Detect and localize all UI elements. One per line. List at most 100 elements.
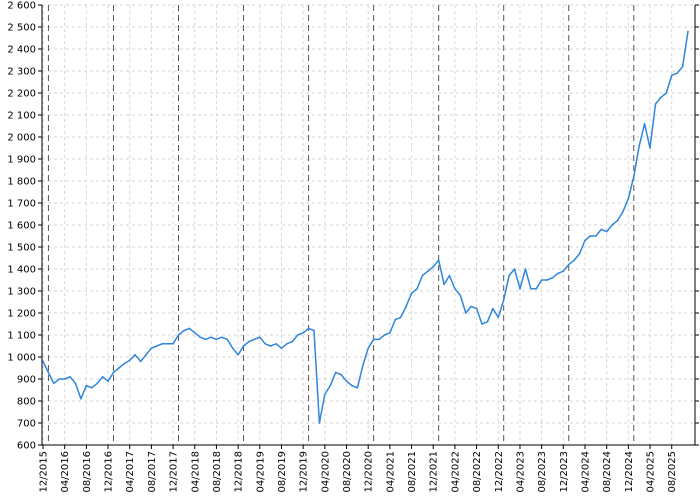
x-tick-label: 12/2018 [234,451,245,493]
data-point [334,371,337,374]
year-markers [47,5,635,445]
x-tick-label: 04/2016 [60,451,71,493]
data-point [63,378,66,380]
data-point [302,332,304,334]
y-tick-label: 2 100 [7,111,36,122]
data-point [486,321,489,323]
data-point [145,354,147,356]
data-point [226,338,229,341]
data-point [210,336,212,339]
x-tick-label: 04/2023 [515,451,526,493]
x-tick-label: 08/2020 [342,451,353,493]
data-point [53,382,55,385]
data-point [497,316,500,319]
data-point [85,384,88,387]
y-tick-label: 600 [17,441,36,452]
data-point [443,283,445,286]
data-point [313,329,315,332]
y-tick-label: 2 300 [7,67,36,78]
x-tick-label: 12/2017 [169,451,180,493]
data-point [183,329,185,332]
data-point [351,384,353,387]
data-point [660,96,662,99]
data-point [47,371,50,374]
data-point [264,343,267,345]
data-point [134,354,136,356]
data-point [42,360,44,363]
x-tick-label: 04/2019 [255,451,266,493]
data-point [508,274,510,277]
data-point [616,219,619,222]
x-tick-label: 08/2022 [472,451,483,493]
data-point [578,252,581,255]
y-tick-label: 1 400 [7,265,36,276]
data-point [589,235,592,237]
data-point [139,360,142,363]
data-point [259,336,261,339]
data-point [399,316,402,319]
data-point [80,398,82,400]
data-point [643,123,646,125]
data-point [286,343,288,345]
data-point [356,387,359,389]
x-tick-label: 04/2018 [190,451,201,493]
y-tick-label: 700 [17,419,36,430]
data-point [161,343,164,345]
y-tick-label: 2 600 [7,1,36,12]
data-point [654,103,657,105]
x-tick-label: 12/2024 [624,451,635,493]
data-point [437,259,440,262]
data-point [150,347,153,350]
x-tick-label: 08/2024 [602,451,613,493]
x-tick-label: 04/2017 [125,451,136,493]
data-point [421,274,424,277]
data-point [291,340,294,343]
data-point [427,270,429,273]
y-tick-label: 900 [17,375,36,386]
y-tick-label: 1 800 [7,177,36,188]
data-point [231,347,234,350]
y-tick-label: 1 000 [7,353,36,364]
y-tick-label: 2 500 [7,23,36,34]
data-point [475,307,478,310]
data-point [670,74,673,77]
data-point [416,288,418,290]
data-point [118,367,120,369]
data-point [156,345,158,347]
y-tick-label: 1 500 [7,243,36,254]
data-point [638,145,640,147]
data-point [687,30,689,33]
data-point [215,338,218,341]
data-point [470,305,472,308]
data-point [562,270,565,273]
data-point [269,345,272,347]
data-point [193,332,196,334]
data-point [557,272,559,275]
data-point [296,334,299,336]
data-point [546,279,548,281]
data-point [128,359,131,362]
data-point [221,336,223,339]
y-tick-label: 1 900 [7,155,36,166]
data-point [649,147,651,149]
data-point [530,288,532,290]
data-point [69,376,71,378]
x-tick-label: 12/2022 [494,451,505,493]
data-point [448,274,451,277]
data-point [540,279,543,281]
data-point [329,384,332,387]
data-point [199,336,201,339]
x-tick-label: 04/2022 [450,451,461,493]
data-point [177,334,180,336]
data-point [481,323,483,325]
x-tick-label: 12/2019 [299,451,310,493]
data-point [605,230,608,233]
y-tick-label: 1 200 [7,309,36,320]
data-point [96,382,98,385]
x-tick-label: 08/2025 [667,451,678,493]
data-point [454,288,456,290]
x-tick-label: 08/2016 [82,451,93,493]
axes: 600 700 800 900 1 000 1 100 1 200 1 300 1 400 1 5… [7,1,699,493]
data-point [107,380,109,383]
